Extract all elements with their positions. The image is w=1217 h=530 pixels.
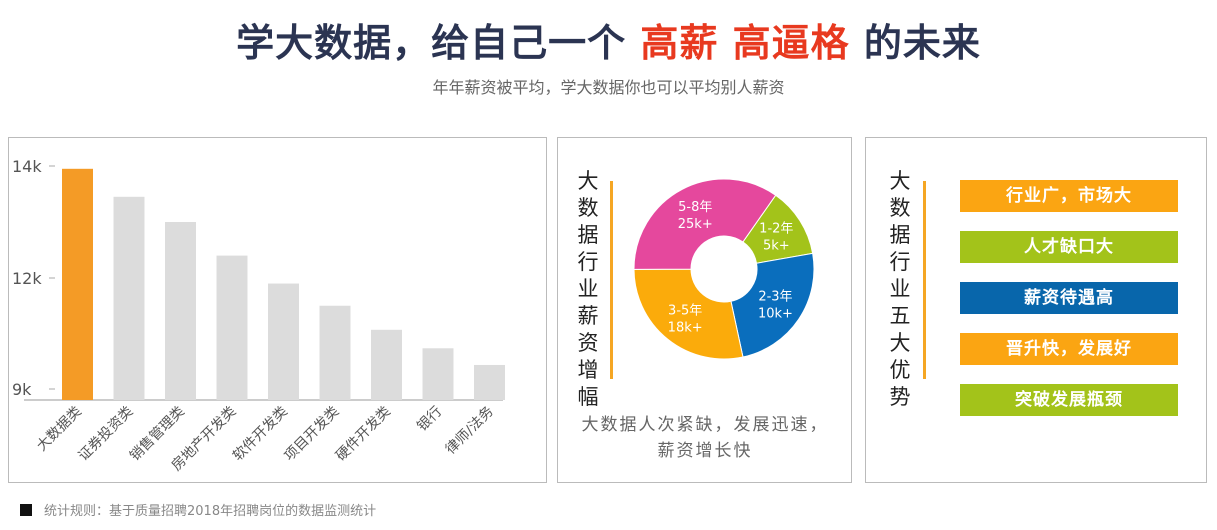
divider-line	[923, 181, 926, 379]
advantages-panel: 大数据行业五大优势 行业广，市场大 人才缺口大薪资待遇高晋升快，发展好 突破发展瓶颈	[865, 137, 1207, 483]
slice-value: 18k+	[668, 320, 703, 335]
x-tick-label: 软件开发类	[230, 404, 291, 465]
x-tick-label: 硬件开发类	[333, 404, 394, 465]
slice-value: 25k+	[678, 217, 713, 232]
bar	[216, 255, 248, 400]
divider-line	[610, 181, 613, 379]
bar	[268, 283, 299, 400]
bar	[62, 168, 93, 400]
bar	[422, 348, 454, 400]
slice-label: 2-3年	[758, 290, 792, 305]
donut-slice	[633, 178, 777, 270]
slice-value: 10k+	[758, 307, 793, 322]
x-tick-label: 项目开发类	[282, 404, 343, 465]
y-tick-label: 14k	[12, 157, 42, 176]
advantage-item: 晋升快，发展好	[960, 333, 1178, 365]
footer-note: 统计规则：基于质量招聘2018年招聘岗位的数据监测统计	[20, 500, 376, 519]
donut-slice	[633, 268, 744, 360]
salary-growth-title: 大数据行业薪资增幅	[577, 169, 599, 409]
bar	[371, 329, 402, 400]
slice-value: 5k+	[763, 239, 790, 254]
advantage-item: 薪资待遇高	[960, 282, 1178, 314]
donut-slice	[730, 252, 815, 358]
advantages-title: 大数据行业五大优势	[889, 169, 911, 409]
salary-growth-panel: 大数据行业薪资增幅 1-2年 5k+ 2-3年 10k+ 3-5年 18k+ 5-8年 25k…	[557, 137, 852, 483]
advantage-item: 突破发展瓶颈	[960, 384, 1178, 416]
bar	[113, 196, 145, 400]
bar	[319, 305, 351, 400]
salary-donut-chart: 1-2年 5k+ 2-3年 10k+ 3-5年 18k+ 5-8年 25k+	[633, 178, 815, 360]
x-tick-label: 证券投资类	[76, 404, 137, 465]
y-tick-label: 12k	[12, 269, 42, 288]
advantage-item: 人才缺口大	[960, 231, 1178, 263]
legend-square-icon	[20, 503, 32, 516]
title-highlight: 高薪 高逼格	[640, 21, 850, 65]
bar	[474, 364, 505, 400]
advantage-item: 行业广，市场大	[960, 180, 1178, 212]
slice-label: 1-2年	[759, 222, 793, 237]
slice-label: 3-5年	[668, 303, 702, 318]
salary-bar-chart: 14k12k9k大数据类证券投资类销售管理类房地产开发类软件开发类项目开发类硬件…	[12, 157, 505, 474]
slice-label: 5-8年	[678, 200, 712, 215]
x-tick-label: 银行	[414, 404, 445, 435]
salary-description: 大数据人次紧缺，发展迅速， 薪资增长快	[581, 415, 829, 461]
salary-bar-chart-panel: 14k 12k 9k 大数据类 证券投资类 销售管理类 房地产开发类 软件开发类 项目开发类 硬件…	[8, 137, 547, 483]
page-subtitle: 年年薪资被平均，学大数据你也可以平均别人薪资	[432, 78, 785, 97]
x-tick-label: 大数据类	[34, 404, 85, 455]
y-tick-label: 9k	[12, 380, 32, 399]
page-title: 学大数据，给自己一个 高薪 高逼格 的未来	[236, 21, 981, 65]
bar	[165, 222, 196, 400]
x-tick-label: 律师/法务	[443, 404, 497, 458]
